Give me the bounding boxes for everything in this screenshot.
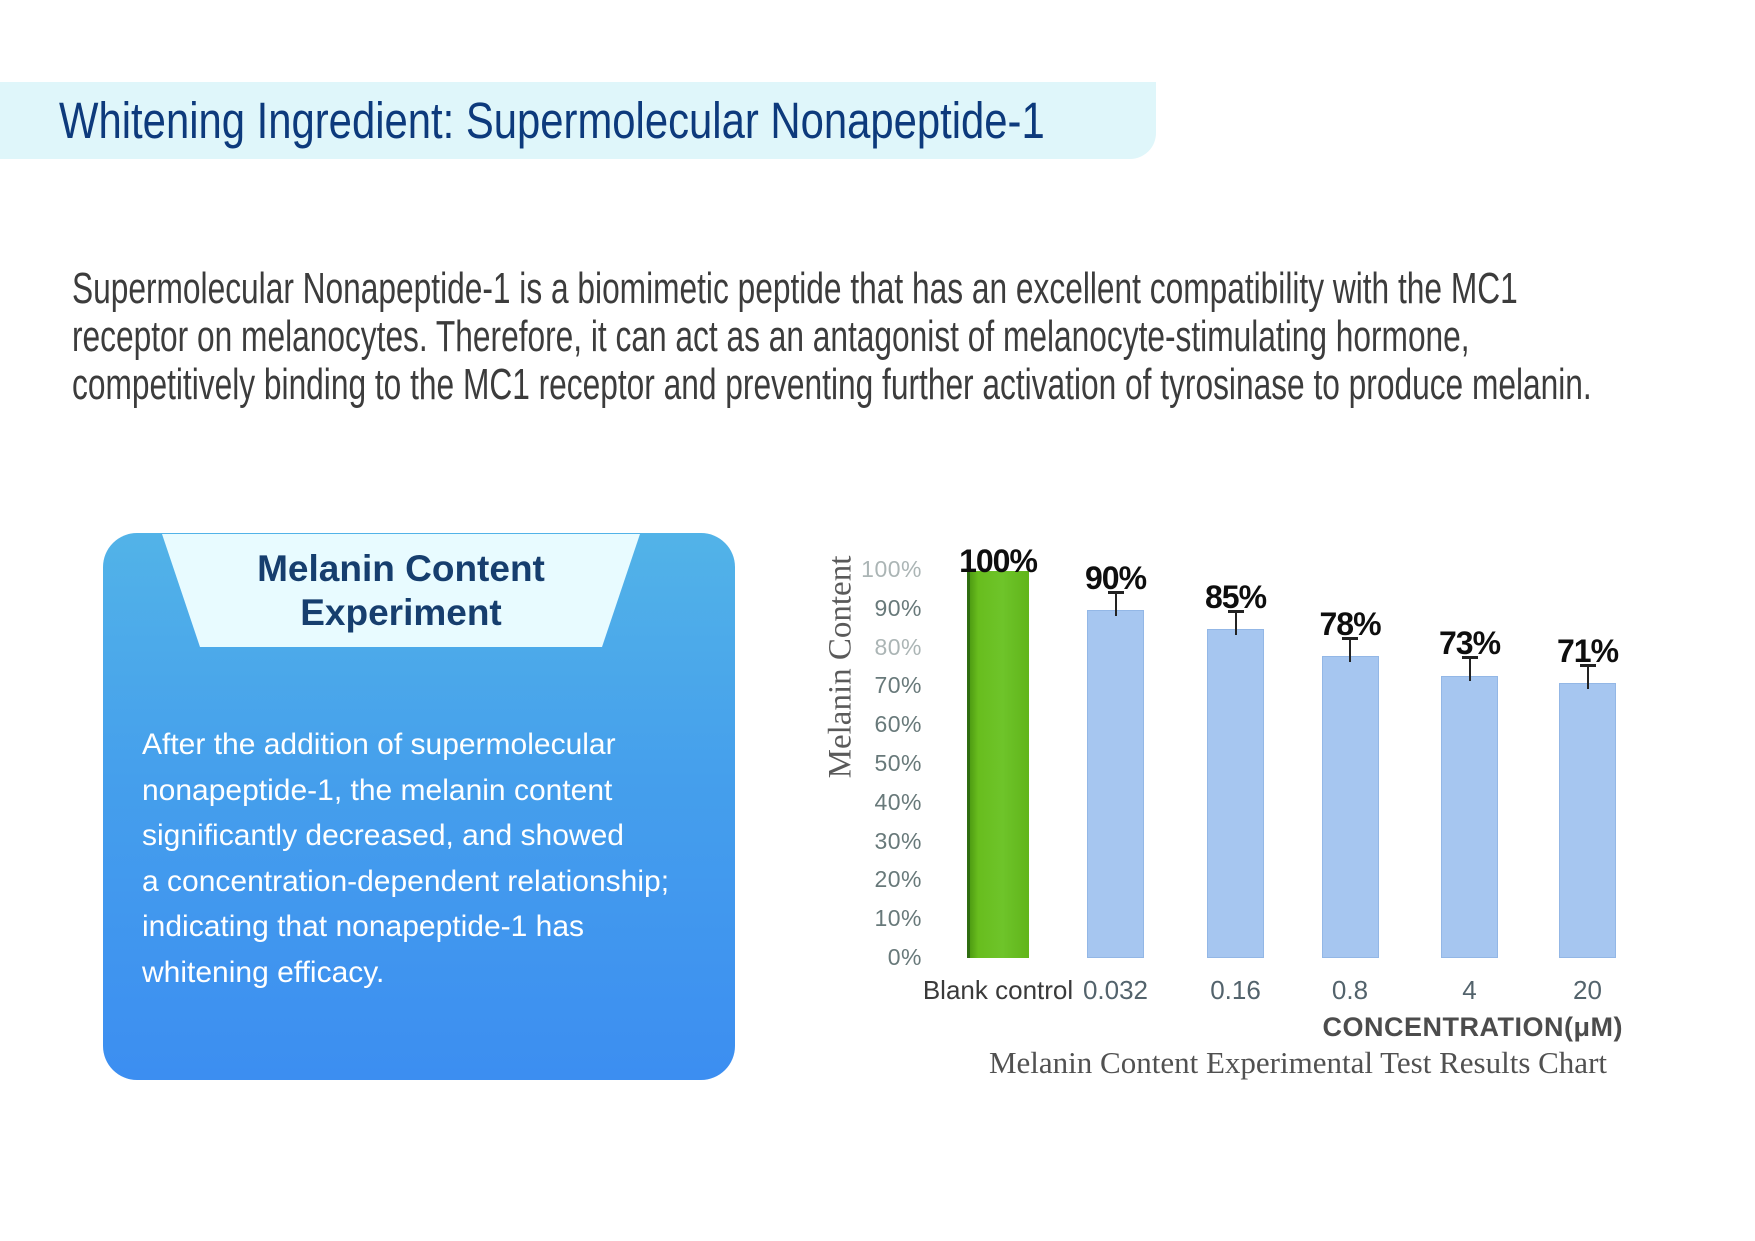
y-axis-tick: 10%	[874, 905, 922, 932]
error-bar-cap	[1227, 610, 1244, 614]
bar-value-label: 100%	[959, 543, 1038, 579]
melanin-content-chart: Melanin Content CONCENTRATION(μM) Melani…	[822, 543, 1722, 1105]
y-axis-title: Melanin Content	[822, 555, 859, 779]
y-axis-tick: 50%	[874, 750, 922, 776]
y-axis-tick: 90%	[874, 594, 922, 621]
y-axis-tick: 60%	[874, 711, 922, 738]
error-bar-cap	[1579, 664, 1596, 668]
error-bar-line	[1468, 657, 1471, 682]
card-title-line2: Experiment	[300, 592, 502, 633]
x-category-label: 0.8	[1331, 975, 1369, 1005]
bar-0-16	[1207, 629, 1264, 958]
error-bar-line	[1586, 665, 1589, 690]
bar-value-label: 90%	[1084, 559, 1147, 596]
bar-value-label: 71%	[1556, 633, 1619, 670]
error-bar-cap	[1107, 590, 1124, 594]
error-bar-line	[1114, 591, 1117, 616]
x-axis-title: CONCENTRATION(μM)	[1322, 1012, 1623, 1042]
error-bar-cap	[1461, 656, 1478, 660]
bar-value-label: 78%	[1319, 606, 1381, 643]
page-title: Whitening Ingredient: Supermolecular Non…	[59, 92, 1045, 149]
bar-0-032	[1087, 609, 1144, 958]
error-bar-cap	[1342, 637, 1358, 641]
bar-value-label: 85%	[1204, 579, 1267, 616]
bar-blank-control	[967, 571, 1029, 958]
card-body-line: a concentration-dependent relationship;	[142, 864, 670, 898]
chart-caption: Melanin Content Experimental Test Result…	[988, 1045, 1608, 1080]
x-category-label: Blank control	[922, 975, 1074, 1005]
intro-line: Supermolecular Nonapeptide-1 is a biomim…	[72, 264, 1518, 313]
y-axis-tick: 100%	[861, 556, 922, 582]
y-axis-tick: 40%	[874, 788, 922, 815]
card-header-tab: Melanin Content Experiment	[162, 534, 640, 647]
title-band: Whitening Ingredient: Supermolecular Non…	[0, 82, 1156, 159]
card-body-line: indicating that nonapeptide-1 has	[142, 910, 585, 943]
card-title-line1: Melanin Content	[257, 548, 545, 589]
card-body-line: whitening efficacy.	[142, 955, 385, 989]
card-body-line: significantly decreased, and showed	[142, 819, 624, 852]
card-body-line: nonapeptide-1, the melanin content	[142, 773, 613, 807]
y-axis-tick: 70%	[874, 672, 922, 699]
error-bar-line	[1349, 638, 1351, 663]
error-bar-line	[1234, 611, 1237, 636]
card-body-line: After the addition of supermolecular	[142, 728, 616, 761]
bar-value-label: 73%	[1438, 625, 1501, 662]
intro-paragraph: Supermolecular Nonapeptide-1 is a biomim…	[72, 265, 1592, 409]
y-axis-tick: 20%	[874, 866, 922, 893]
bar-0-8	[1321, 656, 1379, 958]
y-axis-tick: 30%	[874, 827, 922, 854]
x-category-label: 4	[1462, 975, 1477, 1005]
x-category-label: 0.16	[1210, 975, 1261, 1005]
x-category-label: 20	[1573, 975, 1602, 1005]
x-category-label: 0.032	[1082, 975, 1149, 1005]
y-axis-tick: 0%	[887, 944, 922, 970]
y-axis-tick: 80%	[874, 633, 922, 660]
bar-4	[1441, 675, 1498, 958]
intro-line: competitively binding to the MC1 recepto…	[72, 360, 1592, 409]
bar-20	[1559, 683, 1616, 958]
experiment-card: Melanin Content Experiment After the add…	[103, 533, 735, 1080]
intro-line: receptor on melanocytes. Therefore, it c…	[72, 312, 1470, 361]
card-body-text: After the addition of supermolecular non…	[142, 722, 669, 995]
